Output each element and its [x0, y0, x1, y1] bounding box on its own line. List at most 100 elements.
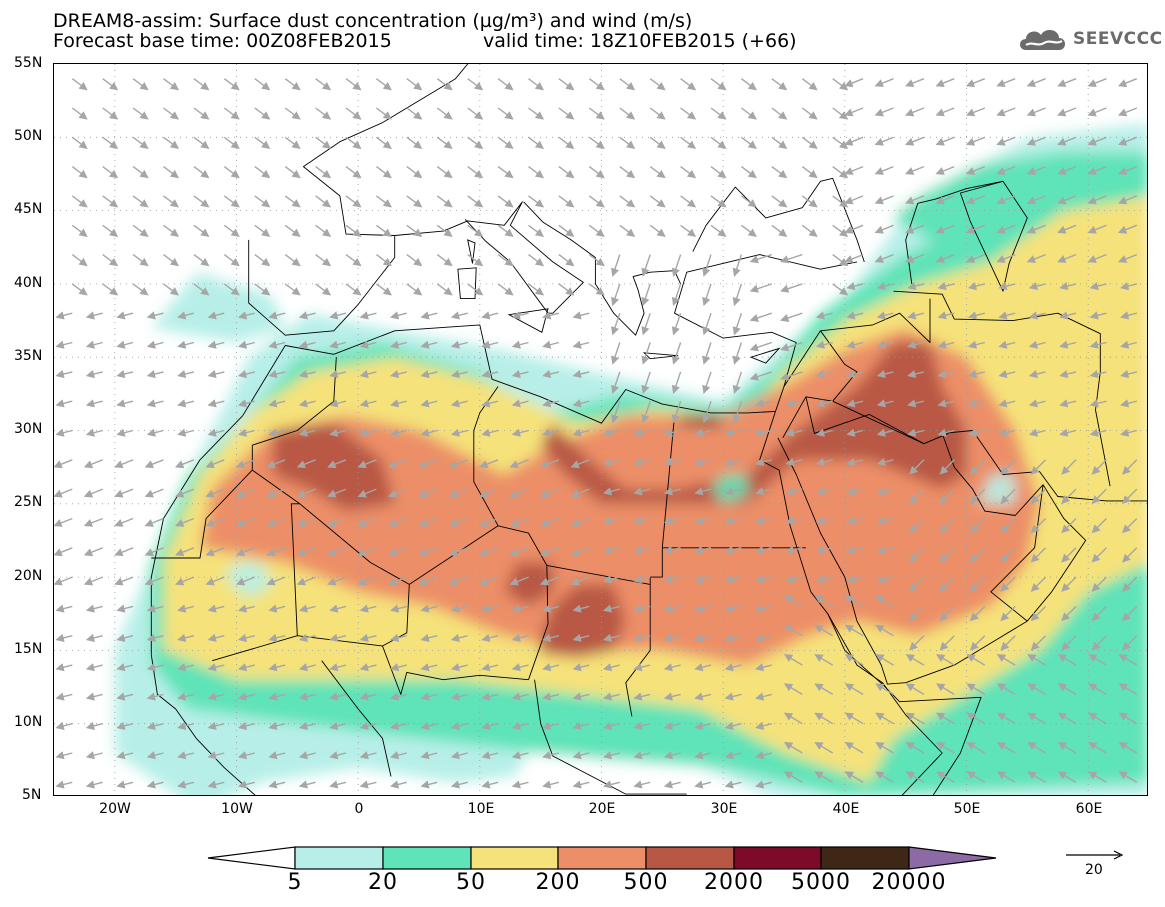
wind-vector: [390, 399, 407, 408]
colorbar-segment-5000-20000: [820, 846, 910, 870]
wind-vector: [1061, 635, 1077, 651]
wind-vector: [1061, 488, 1077, 504]
wind-vector: [296, 547, 316, 557]
wind-vector: [771, 78, 788, 91]
wind-vector: [1026, 253, 1046, 263]
wind-vector: [146, 663, 164, 672]
wind-vector: [193, 107, 210, 120]
wind-vector: [694, 692, 712, 701]
wind-vector: [329, 399, 347, 408]
wind-vector: [481, 604, 499, 613]
wind-vector: [254, 166, 271, 179]
wind-vector: [528, 254, 545, 267]
wind-vector: [846, 282, 864, 291]
wind-vector: [329, 311, 347, 320]
wind-vector: [71, 166, 88, 179]
wind-vector: [1089, 399, 1107, 408]
reference-vector-label: 20: [1085, 862, 1103, 878]
wind-vector: [1087, 136, 1107, 146]
wind-vector: [602, 604, 620, 613]
wind-vector: [967, 311, 985, 320]
wind-vector: [749, 341, 773, 352]
wind-vector: [144, 459, 164, 469]
wind-vector: [602, 692, 620, 701]
wind-vector: [436, 166, 453, 179]
wind-vector: [114, 576, 134, 586]
wind-vector: [420, 751, 438, 760]
wind-vector: [268, 751, 286, 760]
wind-vector: [694, 487, 712, 496]
wind-vector: [755, 516, 772, 525]
wind-vector: [680, 78, 697, 91]
wind-vector: [558, 195, 575, 208]
wind-vector: [71, 224, 88, 237]
coast-or-border-19: [782, 330, 858, 439]
wind-vector: [905, 195, 925, 205]
wind-vector: [146, 633, 164, 642]
colorbar-segment-2000-5000: [733, 846, 822, 870]
wind-vector: [694, 751, 712, 760]
wind-vector: [406, 136, 423, 149]
wind-vector: [1089, 428, 1107, 437]
wind-vector: [359, 751, 377, 760]
wind-vector: [844, 595, 864, 608]
wind-vector: [528, 107, 545, 120]
wind-vector: [1026, 136, 1046, 146]
wind-vector: [935, 107, 955, 117]
wind-vector: [114, 488, 134, 498]
wind-vector: [876, 545, 894, 555]
wind-vector: [732, 283, 743, 307]
wind-vector: [633, 663, 651, 672]
wind-vector: [996, 741, 1016, 754]
wind-vector: [1057, 136, 1077, 146]
wind-vector: [102, 224, 119, 237]
wind-vector: [406, 166, 423, 179]
wind-vector: [85, 428, 103, 437]
wind-vector: [846, 516, 864, 525]
wind-vector: [254, 254, 271, 267]
wind-vector: [1091, 635, 1107, 651]
wind-vector: [904, 78, 925, 88]
wind-vector: [876, 369, 894, 379]
wind-vector: [905, 654, 925, 666]
wind-vector: [1057, 224, 1077, 234]
wind-vector: [1026, 224, 1046, 234]
wind-vector: [588, 224, 605, 237]
wind-vector: [1057, 107, 1077, 117]
wind-vector: [223, 283, 240, 296]
wind-vector: [671, 400, 682, 424]
wind-vector: [785, 575, 803, 584]
wind-vector: [329, 633, 347, 642]
wind-vector: [235, 547, 256, 557]
wind-vector: [193, 224, 210, 237]
wind-vector: [1028, 369, 1046, 379]
wind-vector: [558, 166, 575, 179]
wind-vector: [116, 692, 134, 701]
wind-vector: [345, 283, 362, 296]
wind-vector: [755, 663, 772, 672]
wind-vector: [732, 312, 743, 336]
wind-vector: [406, 107, 423, 120]
wind-vector: [1089, 282, 1107, 291]
wind-vector: [418, 517, 438, 527]
wind-vector: [663, 633, 681, 642]
wind-vector: [572, 604, 590, 613]
wind-vector: [163, 195, 180, 208]
wind-vector: [55, 721, 73, 730]
wind-vector: [174, 517, 195, 527]
wind-vector: [207, 633, 225, 642]
wind-vector: [663, 575, 681, 584]
wind-vector: [755, 545, 772, 555]
wind-vector: [815, 516, 833, 525]
wind-vector: [874, 253, 894, 263]
wind-vector: [815, 457, 833, 467]
wind-vector: [450, 692, 468, 701]
wind-vector: [996, 224, 1016, 234]
wind-vector: [996, 78, 1016, 88]
wind-vector: [1059, 428, 1077, 437]
wind-vector: [528, 78, 545, 91]
wind-vector: [588, 283, 605, 296]
wind-vector: [939, 459, 955, 475]
wind-vector: [702, 342, 712, 365]
wind-vector: [588, 136, 605, 149]
